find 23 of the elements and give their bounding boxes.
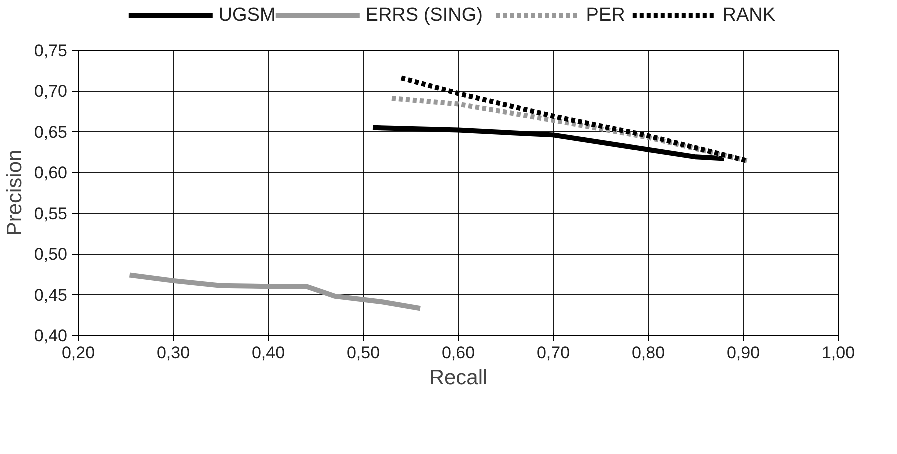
x-tick-label: 0,70 [536,344,570,362]
x-tick-label: 0,60 [442,344,476,362]
x-tick-label: 0,80 [632,344,666,362]
x-axis-title: Recall [429,366,488,390]
legend-label: PER [586,5,626,26]
y-tick-label: 0,55 [34,204,68,224]
x-tick-label: 0,40 [252,344,286,362]
y-tick-label: 0,40 [34,326,68,346]
x-tick-label: 0,20 [62,344,96,362]
x-tick-label: 0,50 [346,344,380,362]
x-tick-label: 1,00 [822,344,856,362]
y-tick-label: 0,60 [34,164,68,183]
y-tick-label: 0,75 [34,42,68,60]
legend-label: RANK [722,5,776,26]
legend-label: ERRS (SING) [366,5,483,26]
legend-label: UGSM [218,5,276,26]
y-tick-label: 0,45 [34,286,68,305]
y-axis-title: Precision [3,150,26,236]
y-tick-label: 0,70 [34,82,68,102]
y-tick-label: 0,65 [34,122,68,142]
x-tick-label: 0,30 [156,344,190,362]
y-tick-label: 0,50 [34,245,68,264]
x-tick-label: 0,90 [726,344,760,362]
